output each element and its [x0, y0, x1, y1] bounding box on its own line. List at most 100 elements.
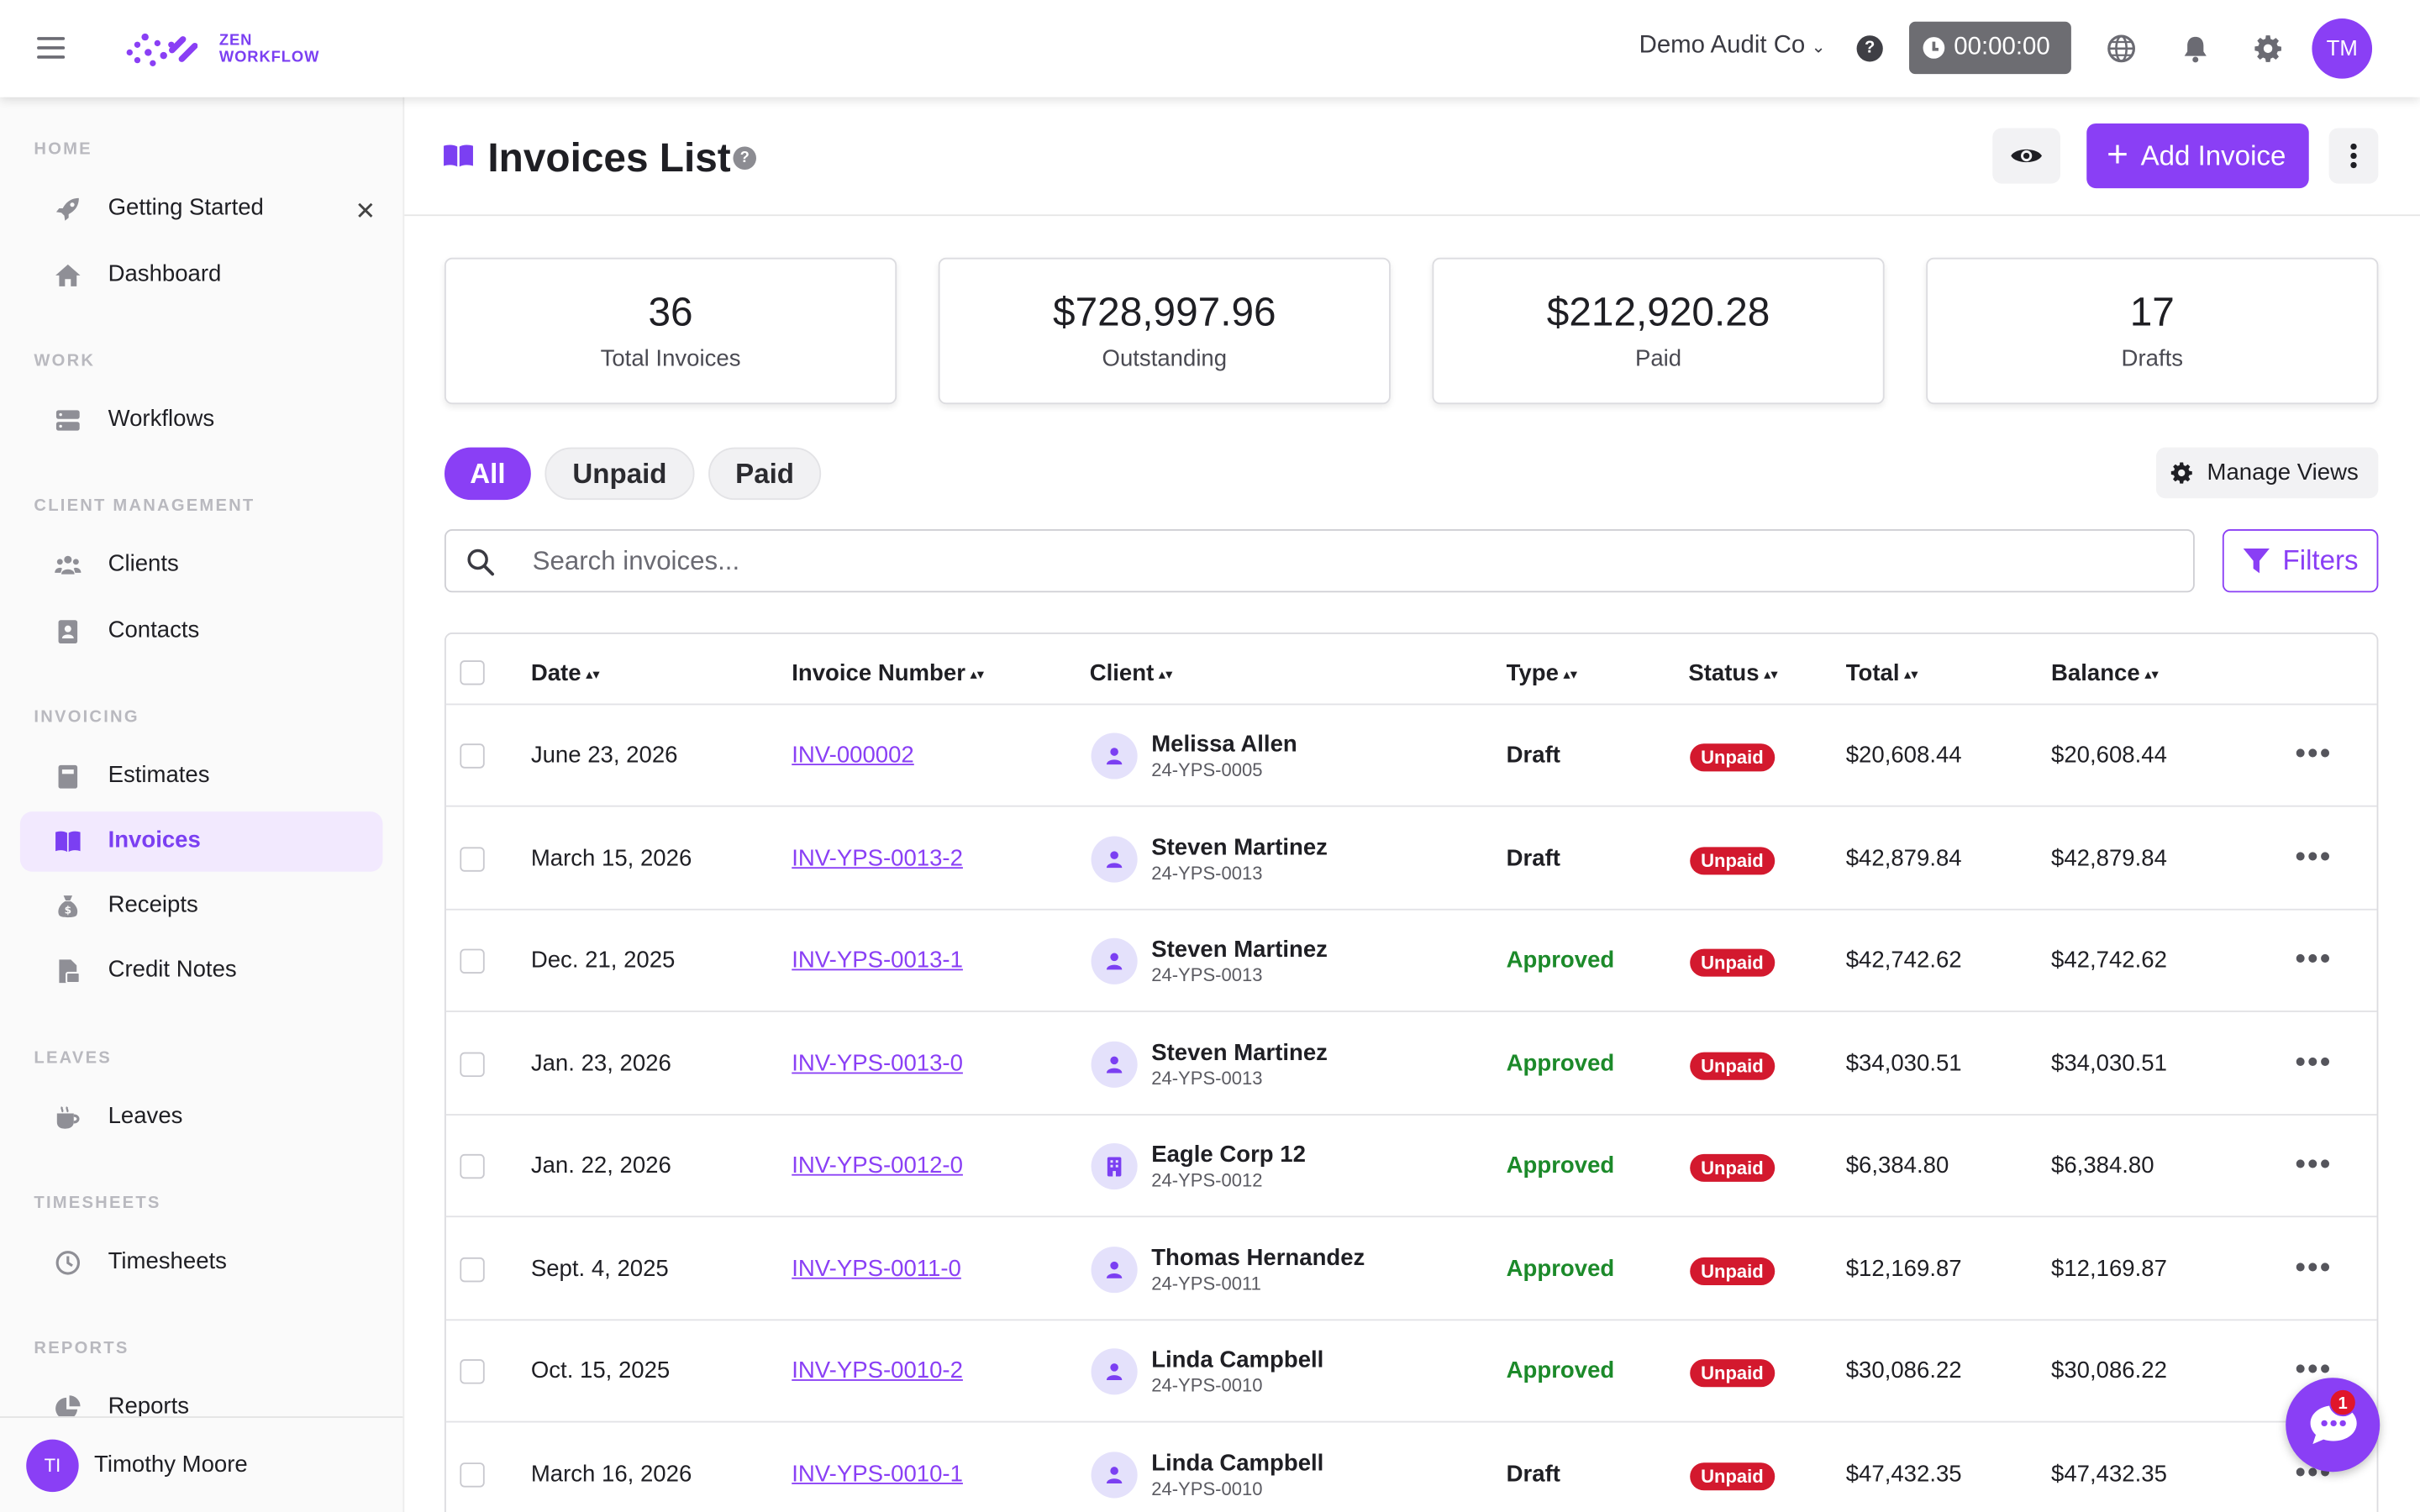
- column-header-type[interactable]: Type ▴▾: [1507, 660, 1577, 686]
- stat-label: Outstanding: [1102, 345, 1228, 372]
- table-row[interactable]: Oct. 15, 2025 INV-YPS-0010-2 Linda Campbel…: [445, 1320, 2377, 1423]
- timer-button[interactable]: 00:00:00: [1909, 21, 2071, 75]
- sidebar-section-client-management: CLIENT MANAGEMENT: [34, 496, 255, 516]
- client-name[interactable]: Steven Martinez: [1151, 936, 1328, 963]
- select-all-checkbox[interactable]: [460, 660, 485, 685]
- more-actions-button[interactable]: [2328, 128, 2379, 184]
- toggle-visibility-button[interactable]: [1992, 128, 2061, 184]
- invoice-number-link[interactable]: INV-YPS-0012-0: [792, 1152, 963, 1179]
- column-label: Status: [1688, 660, 1760, 687]
- client-name[interactable]: Eagle Corp 12: [1151, 1142, 1306, 1168]
- user-icon: [1106, 748, 1123, 765]
- sort-icon: ▴▾: [2144, 666, 2159, 682]
- logo-line-1: ZEN: [218, 32, 253, 50]
- sidebar-item-reports[interactable]: Reports: [20, 1378, 383, 1438]
- column-header-date[interactable]: Date ▴▾: [531, 660, 600, 686]
- client-name[interactable]: Thomas Hernandez: [1151, 1244, 1365, 1271]
- table-row[interactable]: Sept. 4, 2025 INV-YPS-0011-0 Thomas Hernan…: [445, 1218, 2377, 1320]
- user-icon: [1106, 850, 1123, 868]
- row-actions-icon[interactable]: •••: [2295, 737, 2333, 772]
- hamburger-menu-icon[interactable]: [37, 37, 66, 59]
- row-actions-icon[interactable]: •••: [2295, 942, 2333, 977]
- logo[interactable]: ZEN WORKFLOW: [124, 28, 319, 71]
- row-checkbox[interactable]: [460, 846, 485, 871]
- row-checkbox[interactable]: [460, 1257, 485, 1282]
- chat-unread-badge: 1: [2328, 1389, 2357, 1417]
- row-actions-icon[interactable]: •••: [2295, 1147, 2333, 1182]
- add-invoice-button[interactable]: + Add Invoice: [2086, 123, 2309, 189]
- client-name[interactable]: Linda Campbell: [1151, 1449, 1324, 1476]
- sidebar-item-leaves[interactable]: Leaves: [20, 1088, 383, 1148]
- sidebar-item-dashboard[interactable]: Dashboard: [20, 245, 383, 306]
- row-checkbox[interactable]: [460, 1359, 485, 1384]
- clock-icon: [55, 1251, 81, 1275]
- client-code: 24-YPS-0013: [1151, 1067, 1263, 1089]
- invoice-number-link[interactable]: INV-YPS-0010-1: [792, 1460, 963, 1487]
- close-icon[interactable]: ✕: [355, 198, 376, 226]
- client-name[interactable]: Melissa Allen: [1151, 731, 1297, 758]
- tab-all[interactable]: All: [444, 447, 531, 501]
- sidebar-item-receipts[interactable]: $ Receipts: [20, 876, 383, 937]
- settings-gear-icon[interactable]: [2254, 34, 2283, 63]
- column-header-status[interactable]: Status ▴▾: [1688, 660, 1777, 686]
- invoice-number-link[interactable]: INV-YPS-0013-0: [792, 1049, 963, 1077]
- client-name[interactable]: Linda Campbell: [1151, 1347, 1324, 1373]
- sidebar-item-contacts[interactable]: Contacts: [20, 601, 383, 662]
- row-actions-icon[interactable]: •••: [2295, 1045, 2333, 1079]
- row-actions-icon[interactable]: •••: [2295, 840, 2333, 874]
- row-checkbox[interactable]: [460, 1051, 485, 1077]
- invoice-total: $6,384.80: [1845, 1152, 1949, 1179]
- column-header-balance[interactable]: Balance ▴▾: [2051, 660, 2159, 686]
- table-row[interactable]: Jan. 22, 2026 INV-YPS-0012-0 Eagle Corp 12…: [445, 1116, 2377, 1218]
- help-icon[interactable]: ?: [733, 146, 756, 171]
- bell-icon[interactable]: [2181, 34, 2210, 63]
- sidebar-item-timesheets[interactable]: Timesheets: [20, 1233, 383, 1294]
- sidebar-item-workflows[interactable]: Workflows: [20, 391, 383, 451]
- sidebar-item-clients[interactable]: Clients: [20, 535, 383, 596]
- invoice-number-link[interactable]: INV-YPS-0013-1: [792, 947, 963, 974]
- kebab-dot: [2350, 143, 2357, 150]
- user-avatar[interactable]: TM: [2312, 18, 2373, 79]
- filter-funnel-icon: [2243, 548, 2270, 574]
- sidebar-item-getting-started[interactable]: Getting Started: [20, 179, 383, 239]
- row-checkbox[interactable]: [460, 1153, 485, 1179]
- search-input[interactable]: [532, 543, 2076, 580]
- sidebar-item-invoices[interactable]: Invoices: [19, 811, 383, 872]
- invoice-number-link[interactable]: INV-YPS-0010-2: [792, 1357, 963, 1384]
- column-header-total[interactable]: Total ▴▾: [1846, 660, 1918, 686]
- sidebar-item-credit-notes[interactable]: Credit Notes: [20, 941, 383, 1001]
- filters-button[interactable]: Filters: [2222, 528, 2379, 593]
- column-header-invoice-number[interactable]: Invoice Number ▴▾: [792, 660, 984, 686]
- table-row[interactable]: Dec. 21, 2025 INV-YPS-0013-1 Steven Martin…: [445, 911, 2377, 1012]
- help-icon[interactable]: ?: [1856, 35, 1883, 62]
- money-bag-icon: $: [58, 895, 78, 918]
- row-actions-icon[interactable]: •••: [2295, 1250, 2333, 1285]
- invoice-number-link[interactable]: INV-000002: [792, 742, 914, 769]
- tab-paid[interactable]: Paid: [708, 447, 822, 501]
- manage-views-button[interactable]: Manage Views: [2155, 447, 2379, 499]
- table-row[interactable]: June 23, 2026 INV-000002 Melissa Allen 24-Y…: [445, 705, 2377, 807]
- pie-chart-icon: [55, 1395, 81, 1420]
- svg-text:$: $: [65, 905, 71, 916]
- row-checkbox[interactable]: [460, 948, 485, 974]
- row-checkbox[interactable]: [460, 743, 485, 769]
- sidebar-item-label: Credit Notes: [108, 956, 237, 983]
- client-name[interactable]: Steven Martinez: [1151, 1039, 1328, 1066]
- row-checkbox[interactable]: [460, 1462, 485, 1487]
- globe-icon[interactable]: [2107, 34, 2136, 63]
- invoice-number-link[interactable]: INV-YPS-0011-0: [792, 1255, 961, 1282]
- table-row[interactable]: March 15, 2026 INV-YPS-0013-2 Steven Marti…: [445, 808, 2377, 910]
- table-row[interactable]: March 16, 2026 INV-YPS-0010-1 Linda Campbe…: [446, 1423, 2377, 1512]
- tab-unpaid[interactable]: Unpaid: [544, 447, 695, 501]
- sidebar-item-label: Getting Started: [108, 194, 264, 221]
- company-switcher[interactable]: Demo Audit Co ⌄: [1639, 33, 1826, 60]
- stat-value: 17: [2129, 288, 2175, 335]
- table-row[interactable]: Jan. 23, 2026 INV-YPS-0013-0 Steven Martin…: [445, 1013, 2377, 1116]
- sidebar-user-profile[interactable]: TI Timothy Moore: [0, 1416, 403, 1512]
- client-name[interactable]: Steven Martinez: [1151, 833, 1328, 860]
- invoice-total: $20,608.44: [1845, 742, 1962, 769]
- sidebar-item-estimates[interactable]: Estimates: [20, 747, 383, 807]
- kebab-dot: [2350, 161, 2357, 169]
- invoice-number-link[interactable]: INV-YPS-0013-2: [792, 844, 963, 871]
- column-header-client[interactable]: Client ▴▾: [1090, 660, 1173, 686]
